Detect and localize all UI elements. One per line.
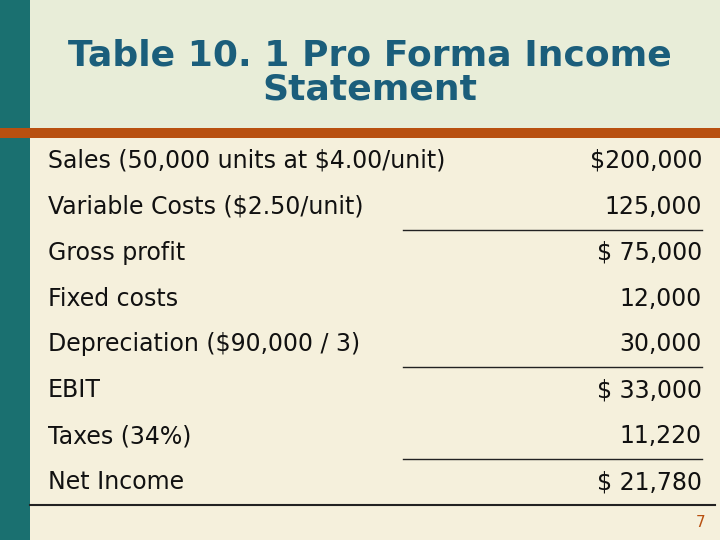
Text: Fixed costs: Fixed costs (48, 287, 178, 310)
Text: 30,000: 30,000 (620, 333, 702, 356)
Text: $200,000: $200,000 (590, 149, 702, 173)
Text: Table 10. 1 Pro Forma Income: Table 10. 1 Pro Forma Income (68, 39, 672, 73)
Bar (30, 505, 720, 540)
Text: Statement: Statement (263, 73, 477, 107)
Text: Gross profit: Gross profit (48, 241, 185, 265)
Bar (0, 0, 720, 128)
Text: Taxes (34%): Taxes (34%) (48, 424, 192, 448)
Text: 11,220: 11,220 (620, 424, 702, 448)
Bar (0, 0, 30, 540)
Text: Depreciation ($90,000 / 3): Depreciation ($90,000 / 3) (48, 333, 360, 356)
Bar (30, 138, 720, 505)
Text: Sales (50,000 units at $4.00/unit): Sales (50,000 units at $4.00/unit) (48, 149, 446, 173)
Text: Net Income: Net Income (48, 470, 184, 494)
Text: 7: 7 (696, 515, 705, 530)
Text: Variable Costs ($2.50/unit): Variable Costs ($2.50/unit) (48, 195, 364, 219)
Text: 12,000: 12,000 (620, 287, 702, 310)
Bar (0, 128, 720, 138)
Text: $ 33,000: $ 33,000 (597, 379, 702, 402)
Text: 125,000: 125,000 (605, 195, 702, 219)
Text: $ 75,000: $ 75,000 (597, 241, 702, 265)
Text: EBIT: EBIT (48, 379, 101, 402)
Text: $ 21,780: $ 21,780 (597, 470, 702, 494)
